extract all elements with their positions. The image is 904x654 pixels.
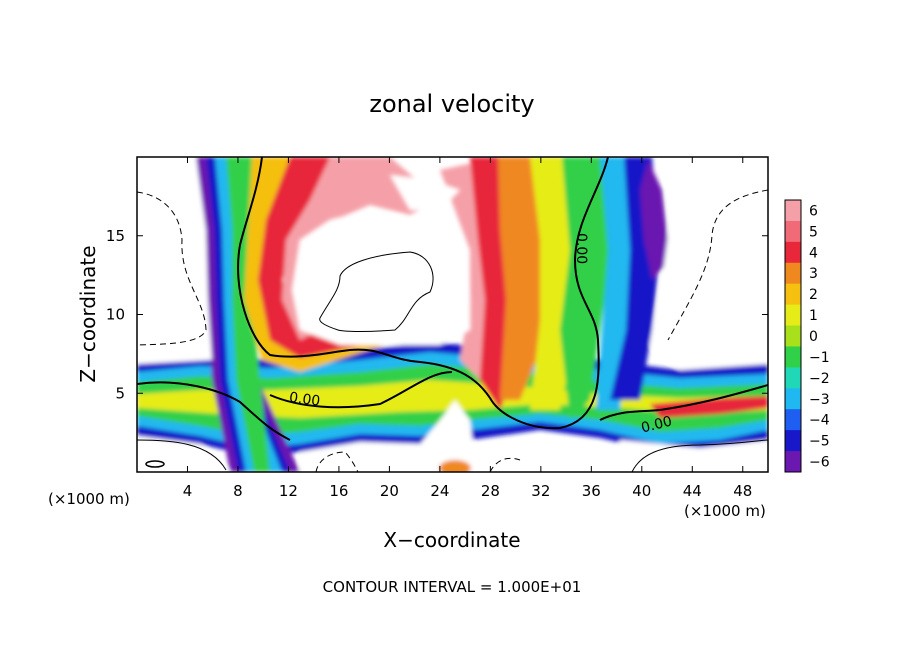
- small-contour-loop: [145, 460, 165, 468]
- x-tick-label: 40: [632, 482, 651, 500]
- band-lower-red: [650, 396, 768, 418]
- colorbar-swatch: [785, 451, 801, 473]
- negative-contour-right: [667, 189, 768, 341]
- colorbar-swatch: [785, 409, 801, 431]
- diag-red-band: [258, 157, 410, 358]
- band-lower-core: [137, 380, 768, 418]
- colorbar-swatch: [785, 241, 801, 264]
- colorbar-swatch: [785, 220, 801, 243]
- x-tick-label: 20: [380, 482, 399, 500]
- y-tick-label: 5: [115, 384, 125, 402]
- colorbar-swatch: [785, 304, 801, 327]
- x-tick-label: 24: [430, 482, 449, 500]
- island-bottom-right: [620, 440, 768, 472]
- negative-contour-bottom2: [489, 457, 521, 472]
- zero-contour-lower: [269, 371, 453, 409]
- island-upper-center2: [390, 175, 460, 210]
- x-unit-note-left: (×1000 m): [48, 490, 130, 508]
- y-axis-label: Z−coordinate: [76, 245, 100, 382]
- zero-contour-right: [599, 384, 768, 421]
- y-axis: 5 10 15: [106, 227, 768, 402]
- x-axis-label: X−coordinate: [383, 528, 520, 552]
- island-upper-right: [650, 157, 768, 370]
- island-bottom-mid: [300, 400, 476, 472]
- x-tick-label: 44: [683, 482, 702, 500]
- negative-contour-bottom: [315, 451, 359, 472]
- colorbar-tick-label: −4: [809, 413, 830, 429]
- zero-contour-band: [137, 381, 291, 441]
- colorbar-tick-label: 0: [809, 329, 818, 345]
- colorbar-swatch: [785, 346, 801, 368]
- colorbar-tick-label: 5: [809, 224, 818, 240]
- colorbar-tick-label: 4: [809, 245, 818, 261]
- diag-pink-band: [282, 157, 440, 340]
- x-tick-label: 36: [582, 482, 601, 500]
- x-tick-label: 8: [233, 482, 243, 500]
- x-tick-label: 16: [329, 482, 348, 500]
- column-left-cyan: [215, 157, 282, 472]
- negative-contour-left: [137, 191, 207, 346]
- colorbar-tick-label: 2: [809, 287, 818, 303]
- contour-label-upper: 0.00: [573, 233, 589, 264]
- chart-title: zonal velocity: [369, 90, 534, 118]
- colorbar-tick-label: 6: [809, 203, 818, 219]
- colorbar-swatch: [785, 325, 801, 347]
- contour-label-lower: 0.00: [288, 390, 321, 410]
- colorbar-tick-label: −6: [809, 455, 830, 471]
- column-right-purple: [640, 160, 670, 280]
- colorbar-tick-label: −1: [809, 350, 830, 366]
- colorbar-swatch: [785, 367, 801, 389]
- island-upper-left: [137, 157, 212, 364]
- colorbar-tick-label: 3: [809, 266, 818, 282]
- contour-interval-footer: CONTOUR INTERVAL = 1.000E+01: [323, 578, 582, 596]
- x-tick-label: 12: [279, 482, 298, 500]
- island-upper-center: [292, 200, 470, 345]
- velocity-field: [137, 157, 768, 472]
- colorbar-tick-label: −3: [809, 392, 830, 408]
- colorbar-swatch: [785, 262, 801, 285]
- x-axis: 4 8 12 16 20 24 28 32 36 40 44 48: [183, 157, 752, 500]
- colorbar: 6 5 4 3 2 1 0 −1 −2 −3 −4 −5 −6: [784, 199, 830, 473]
- positive-contour-bottom: [137, 439, 227, 471]
- plot-area: 0.00 0.00 0.00: [136, 156, 769, 473]
- y-tick-label: 10: [106, 306, 125, 324]
- contour-labels: 0.00 0.00 0.00: [288, 233, 674, 436]
- zero-contour-main: [237, 157, 609, 430]
- contour-lines: [137, 157, 768, 472]
- x-unit-note-right: (×1000 m): [684, 502, 766, 520]
- x-tick-label: 4: [183, 482, 193, 500]
- colorbar-swatch: [785, 388, 801, 410]
- x-tick-label: 48: [733, 482, 752, 500]
- contour-label-right: 0.00: [640, 413, 674, 436]
- x-tick-label: 28: [481, 482, 500, 500]
- positive-contour-island: [319, 251, 434, 332]
- colorbar-swatch: [785, 430, 801, 452]
- positive-contour-bottom-right: [631, 439, 768, 472]
- island-bottom-left: [137, 436, 230, 472]
- colorbar-frame: [784, 199, 802, 473]
- colorbar-tick-label: 1: [809, 308, 818, 324]
- colorbar-swatch: [785, 283, 801, 306]
- colorbar-tick-label: −5: [809, 434, 830, 450]
- blob-bottom-center: [439, 460, 471, 472]
- y-tick-label: 15: [106, 227, 125, 245]
- colorbar-swatch: [785, 200, 801, 222]
- colorbar-tick-label: −2: [809, 371, 830, 387]
- x-tick-label: 32: [531, 482, 550, 500]
- column-right-green: [560, 157, 612, 420]
